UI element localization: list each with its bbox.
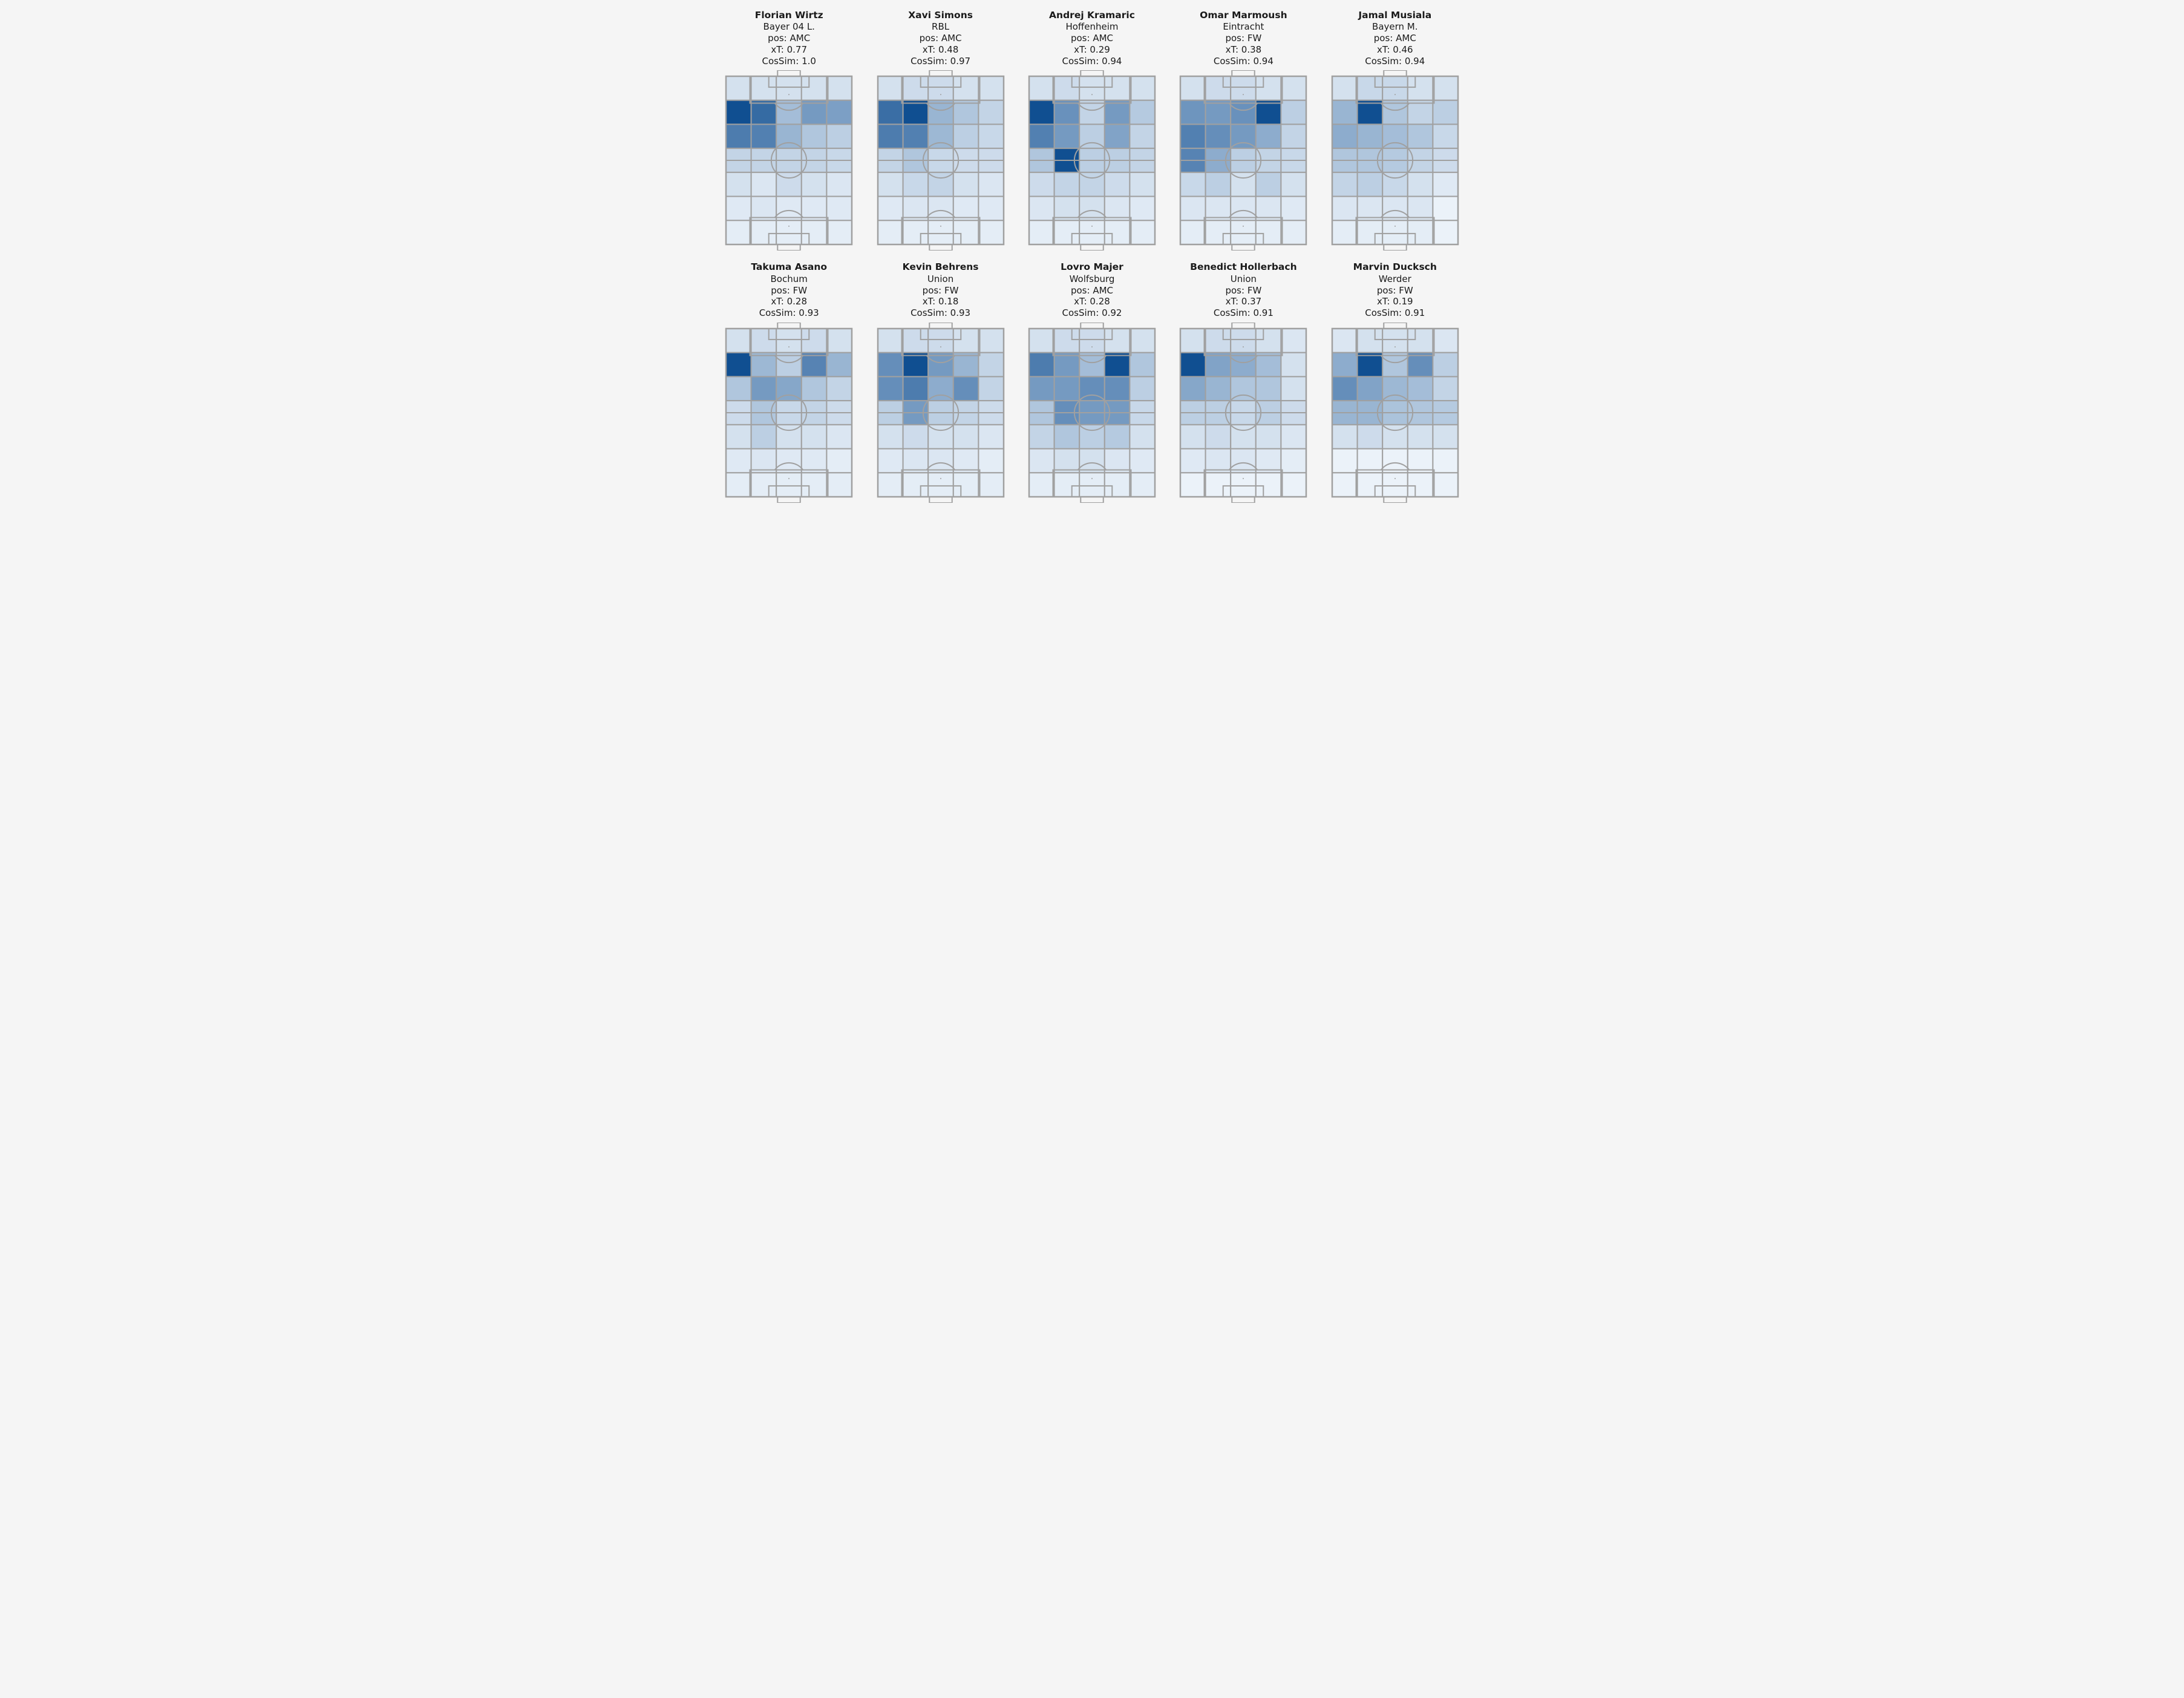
player-team: Wolfsburg xyxy=(1061,274,1123,285)
pitch-heatmap xyxy=(1331,70,1459,251)
player-team: RBL xyxy=(908,21,973,33)
pitch-svg xyxy=(1331,323,1459,503)
player-cossim: CosSim: 0.93 xyxy=(751,307,827,319)
player-pos: pos: FW xyxy=(903,285,979,297)
pitch-heatmap xyxy=(1331,323,1459,503)
pitch-svg xyxy=(1028,323,1156,503)
player-name: Xavi Simons xyxy=(908,10,973,21)
player-xt: xT: 0.19 xyxy=(1353,296,1437,307)
player-name: Kevin Behrens xyxy=(903,261,979,273)
player-xt: xT: 0.28 xyxy=(751,296,827,307)
player-panel: Lovro MajerWolfsburgpos: AMCxT: 0.28CosS… xyxy=(1020,261,1164,502)
player-name: Takuma Asano xyxy=(751,261,827,273)
player-cossim: CosSim: 0.94 xyxy=(1049,56,1135,67)
player-cossim: CosSim: 0.92 xyxy=(1061,307,1123,319)
player-team: Union xyxy=(1190,274,1296,285)
pitch-svg xyxy=(1179,70,1307,251)
player-panel: Kevin BehrensUnionpos: FWxT: 0.18CosSim:… xyxy=(868,261,1012,502)
player-title-block: Marvin DuckschWerderpos: FWxT: 0.19CosSi… xyxy=(1353,261,1437,318)
pitch-heatmap xyxy=(877,70,1005,251)
player-name: Marvin Ducksch xyxy=(1353,261,1437,273)
player-title-block: Kevin BehrensUnionpos: FWxT: 0.18CosSim:… xyxy=(903,261,979,318)
player-title-block: Jamal MusialaBayern M.pos: AMCxT: 0.46Co… xyxy=(1358,10,1431,67)
player-title-block: Omar MarmoushEintrachtpos: FWxT: 0.38Cos… xyxy=(1200,10,1287,67)
pitch-heatmap xyxy=(1028,323,1156,503)
player-team: Bochum xyxy=(751,274,827,285)
player-team: Eintracht xyxy=(1200,21,1287,33)
pitch-svg xyxy=(725,323,853,503)
player-team: Bayer 04 L. xyxy=(755,21,823,33)
pitch-svg xyxy=(725,70,853,251)
player-panel: Florian WirtzBayer 04 L.pos: AMCxT: 0.77… xyxy=(717,10,861,251)
player-pos: pos: AMC xyxy=(1358,33,1431,44)
player-pos: pos: FW xyxy=(1200,33,1287,44)
player-team: Werder xyxy=(1353,274,1437,285)
player-title-block: Benedict HollerbachUnionpos: FWxT: 0.37C… xyxy=(1190,261,1296,318)
player-pos: pos: AMC xyxy=(1049,33,1135,44)
player-title-block: Lovro MajerWolfsburgpos: AMCxT: 0.28CosS… xyxy=(1061,261,1123,318)
player-name: Andrej Kramaric xyxy=(1049,10,1135,21)
player-name: Benedict Hollerbach xyxy=(1190,261,1296,273)
pitch-heatmap xyxy=(1179,323,1307,503)
player-team: Hoffenheim xyxy=(1049,21,1135,33)
player-team: Union xyxy=(903,274,979,285)
player-pos: pos: AMC xyxy=(1061,285,1123,297)
pitch-svg xyxy=(1179,323,1307,503)
player-xt: xT: 0.48 xyxy=(908,44,973,56)
player-xt: xT: 0.37 xyxy=(1190,296,1296,307)
player-name: Florian Wirtz xyxy=(755,10,823,21)
player-xt: xT: 0.29 xyxy=(1049,44,1135,56)
player-panel: Jamal MusialaBayern M.pos: AMCxT: 0.46Co… xyxy=(1323,10,1467,251)
player-xt: xT: 0.46 xyxy=(1358,44,1431,56)
pitch-heatmap xyxy=(725,323,853,503)
player-pos: pos: FW xyxy=(751,285,827,297)
player-name: Omar Marmoush xyxy=(1200,10,1287,21)
player-xt: xT: 0.18 xyxy=(903,296,979,307)
player-cossim: CosSim: 0.91 xyxy=(1190,307,1296,319)
player-pos: pos: FW xyxy=(1190,285,1296,297)
player-title-block: Xavi SimonsRBLpos: AMCxT: 0.48CosSim: 0.… xyxy=(908,10,973,67)
player-panel: Benedict HollerbachUnionpos: FWxT: 0.37C… xyxy=(1171,261,1315,502)
player-pos: pos: FW xyxy=(1353,285,1437,297)
player-xt: xT: 0.77 xyxy=(755,44,823,56)
pitch-heatmap xyxy=(725,70,853,251)
player-panel: Marvin DuckschWerderpos: FWxT: 0.19CosSi… xyxy=(1323,261,1467,502)
pitch-svg xyxy=(1028,70,1156,251)
pitch-heatmap xyxy=(877,323,1005,503)
player-cossim: CosSim: 1.0 xyxy=(755,56,823,67)
player-xt: xT: 0.38 xyxy=(1200,44,1287,56)
pitch-svg xyxy=(877,70,1005,251)
player-panel: Omar MarmoushEintrachtpos: FWxT: 0.38Cos… xyxy=(1171,10,1315,251)
player-title-block: Takuma AsanoBochumpos: FWxT: 0.28CosSim:… xyxy=(751,261,827,318)
player-cossim: CosSim: 0.94 xyxy=(1200,56,1287,67)
player-title-block: Andrej KramaricHoffenheimpos: AMCxT: 0.2… xyxy=(1049,10,1135,67)
pitch-svg xyxy=(1331,70,1459,251)
player-team: Bayern M. xyxy=(1358,21,1431,33)
player-panel: Takuma AsanoBochumpos: FWxT: 0.28CosSim:… xyxy=(717,261,861,502)
pitch-heatmap xyxy=(1179,70,1307,251)
player-title-block: Florian WirtzBayer 04 L.pos: AMCxT: 0.77… xyxy=(755,10,823,67)
pitch-svg xyxy=(877,323,1005,503)
player-name: Jamal Musiala xyxy=(1358,10,1431,21)
player-cossim: CosSim: 0.97 xyxy=(908,56,973,67)
heatmap-grid: Florian WirtzBayer 04 L.pos: AMCxT: 0.77… xyxy=(699,0,1485,527)
player-name: Lovro Majer xyxy=(1061,261,1123,273)
player-xt: xT: 0.28 xyxy=(1061,296,1123,307)
pitch-heatmap xyxy=(1028,70,1156,251)
player-pos: pos: AMC xyxy=(908,33,973,44)
player-cossim: CosSim: 0.91 xyxy=(1353,307,1437,319)
player-cossim: CosSim: 0.94 xyxy=(1358,56,1431,67)
player-panel: Andrej KramaricHoffenheimpos: AMCxT: 0.2… xyxy=(1020,10,1164,251)
player-panel: Xavi SimonsRBLpos: AMCxT: 0.48CosSim: 0.… xyxy=(868,10,1012,251)
player-pos: pos: AMC xyxy=(755,33,823,44)
player-cossim: CosSim: 0.93 xyxy=(903,307,979,319)
